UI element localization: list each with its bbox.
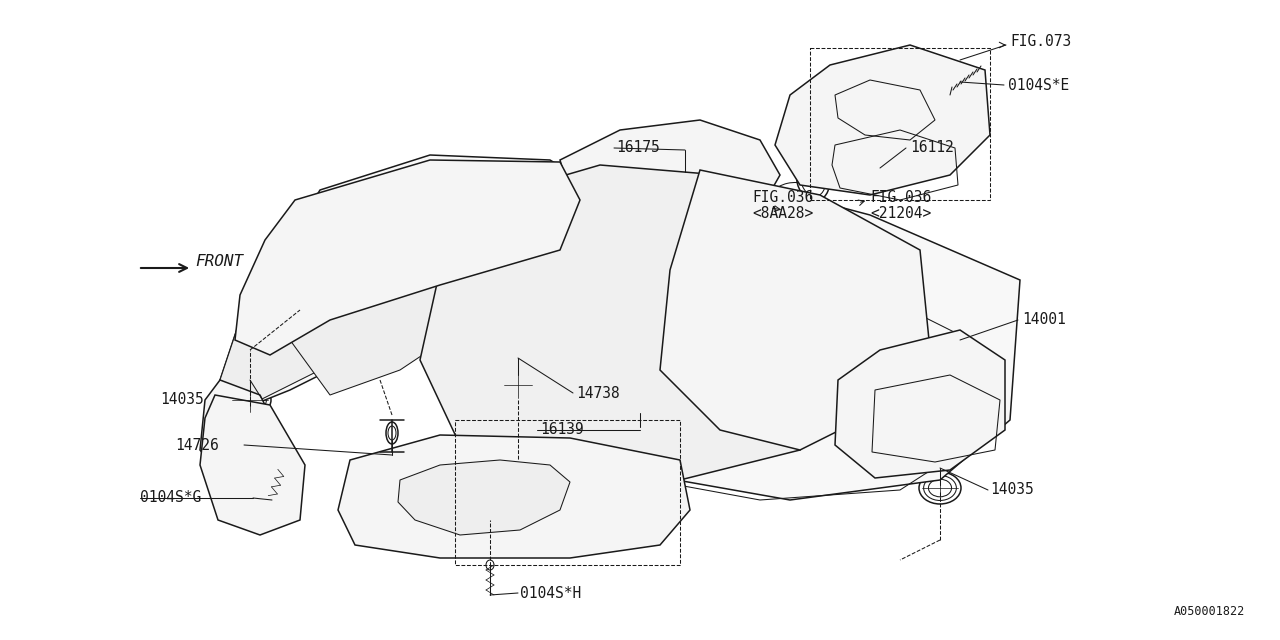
Polygon shape xyxy=(580,170,1020,500)
Ellipse shape xyxy=(727,279,733,285)
Ellipse shape xyxy=(268,492,276,502)
Ellipse shape xyxy=(635,427,645,441)
Text: FIG.036: FIG.036 xyxy=(753,191,813,205)
Ellipse shape xyxy=(229,384,271,416)
Polygon shape xyxy=(420,165,870,480)
Polygon shape xyxy=(205,408,278,518)
Polygon shape xyxy=(200,380,300,510)
Polygon shape xyxy=(200,395,305,535)
Text: 0104S*E: 0104S*E xyxy=(1009,77,1069,93)
Text: 0104S*H: 0104S*H xyxy=(520,586,581,600)
Polygon shape xyxy=(398,460,570,535)
Polygon shape xyxy=(774,45,989,195)
Text: FIG.036: FIG.036 xyxy=(870,191,932,205)
Ellipse shape xyxy=(387,422,398,444)
Ellipse shape xyxy=(796,159,829,201)
Text: 16175: 16175 xyxy=(616,141,659,156)
Polygon shape xyxy=(561,120,780,230)
Text: FIG.073: FIG.073 xyxy=(1010,35,1071,49)
Polygon shape xyxy=(660,170,931,450)
Ellipse shape xyxy=(673,453,684,467)
Text: 14035: 14035 xyxy=(160,392,204,406)
Text: 16112: 16112 xyxy=(910,141,954,156)
Text: <8AA28>: <8AA28> xyxy=(753,205,813,221)
Text: A050001822: A050001822 xyxy=(1174,605,1245,618)
Polygon shape xyxy=(236,160,580,355)
Ellipse shape xyxy=(919,472,961,504)
Polygon shape xyxy=(220,155,640,410)
Ellipse shape xyxy=(874,140,919,180)
Text: 16139: 16139 xyxy=(540,422,584,438)
Text: 0104S*G: 0104S*G xyxy=(140,490,201,506)
Polygon shape xyxy=(338,435,690,558)
Ellipse shape xyxy=(499,370,538,400)
Text: 14738: 14738 xyxy=(576,385,620,401)
Text: 14001: 14001 xyxy=(1021,312,1066,328)
Ellipse shape xyxy=(654,164,716,216)
Text: <21204>: <21204> xyxy=(870,205,932,221)
Text: 14726: 14726 xyxy=(175,438,219,452)
Text: 14035: 14035 xyxy=(989,483,1034,497)
Polygon shape xyxy=(291,260,480,395)
Polygon shape xyxy=(220,250,420,400)
Polygon shape xyxy=(835,330,1005,478)
Ellipse shape xyxy=(239,479,257,491)
Ellipse shape xyxy=(486,560,494,570)
Text: FRONT: FRONT xyxy=(195,255,243,269)
